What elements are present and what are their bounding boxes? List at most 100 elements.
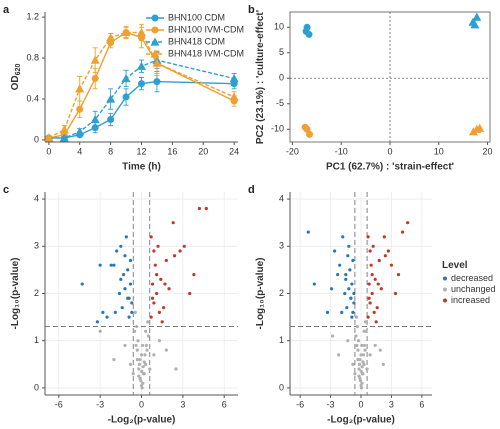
point [357, 362, 362, 366]
legend-marker [443, 298, 447, 303]
legend-marker [150, 49, 160, 58]
marker [122, 93, 130, 101]
point [358, 357, 362, 362]
point [159, 277, 163, 281]
point [139, 353, 144, 357]
legend-label: unchanged [451, 284, 496, 294]
x-tick-label: 6 [419, 399, 424, 409]
point [359, 386, 364, 390]
point [366, 315, 370, 319]
y-tick-label: 3 [279, 241, 284, 251]
point [149, 315, 153, 319]
point [141, 381, 145, 385]
marker [468, 127, 478, 136]
panel-label: c [3, 184, 9, 196]
x-tick-label: 4 [77, 146, 82, 156]
x-tick-label: 10 [434, 146, 444, 156]
point [155, 291, 159, 296]
x-tick-label: 0 [358, 399, 363, 409]
point [135, 357, 139, 362]
point [359, 353, 363, 357]
y-tick-label: -10 [271, 124, 284, 134]
y-axis-label-text: PC2 (23.1%) : 'culture-effect' [255, 10, 266, 144]
point [167, 287, 171, 291]
point [204, 206, 208, 211]
point [382, 235, 386, 239]
point [153, 263, 157, 267]
point [375, 306, 379, 310]
point [368, 249, 372, 253]
point [152, 353, 156, 357]
point [355, 324, 360, 329]
y-tick-label: 4 [279, 193, 284, 203]
point [344, 277, 348, 281]
point [336, 273, 340, 277]
point [130, 301, 134, 305]
point [374, 320, 378, 324]
point [348, 268, 352, 272]
marker [306, 130, 314, 138]
x-tick-label: 12 [136, 146, 146, 156]
point [126, 268, 130, 272]
point [171, 221, 175, 225]
point [164, 258, 168, 263]
point [381, 362, 385, 366]
point [329, 287, 334, 291]
point [134, 343, 138, 348]
point [361, 353, 366, 357]
point [349, 296, 353, 300]
point [182, 244, 186, 248]
marker [138, 80, 145, 88]
point [341, 235, 345, 239]
y-tick-label: 3 [34, 241, 39, 251]
point [98, 263, 102, 267]
point [357, 374, 361, 378]
point [357, 367, 361, 371]
point [144, 343, 148, 348]
point [161, 306, 166, 310]
point [156, 244, 160, 248]
point [130, 310, 134, 314]
marker [75, 84, 85, 93]
marker [90, 114, 100, 124]
x-axis-label: -Log₂(p-value) [108, 415, 176, 426]
point [360, 381, 364, 385]
point [109, 263, 113, 267]
point [352, 291, 356, 296]
point [361, 360, 365, 364]
point [345, 306, 349, 310]
point [376, 282, 380, 286]
x-tick-label: -3 [96, 399, 104, 409]
point [135, 348, 139, 352]
legend-label: BHN100 IVM-CDM [168, 24, 244, 34]
marker [121, 74, 131, 83]
point [128, 282, 133, 286]
point [356, 348, 360, 352]
point [359, 369, 363, 373]
x-tick-label: -10 [335, 146, 348, 156]
marker [90, 55, 100, 64]
point [178, 249, 182, 253]
point [163, 282, 167, 286]
x-tick-label: 0 [387, 146, 392, 156]
point [354, 315, 359, 319]
marker [106, 94, 116, 103]
point [136, 339, 140, 343]
point [347, 244, 351, 248]
x-tick-label: 0 [46, 146, 51, 156]
point [350, 315, 354, 319]
marker [475, 123, 485, 132]
legend-label: BHN418 IVM-CDM [168, 48, 244, 58]
point [150, 296, 155, 300]
point [128, 258, 133, 263]
y-axis-label-text: OD [10, 75, 21, 90]
point [142, 360, 146, 364]
point [124, 235, 128, 239]
panel-label: a [3, 4, 10, 16]
point [123, 254, 127, 258]
point [366, 235, 370, 239]
x-tick-label: -20 [286, 146, 299, 156]
point [155, 273, 159, 277]
legend-marker [443, 276, 447, 281]
point [128, 362, 133, 366]
